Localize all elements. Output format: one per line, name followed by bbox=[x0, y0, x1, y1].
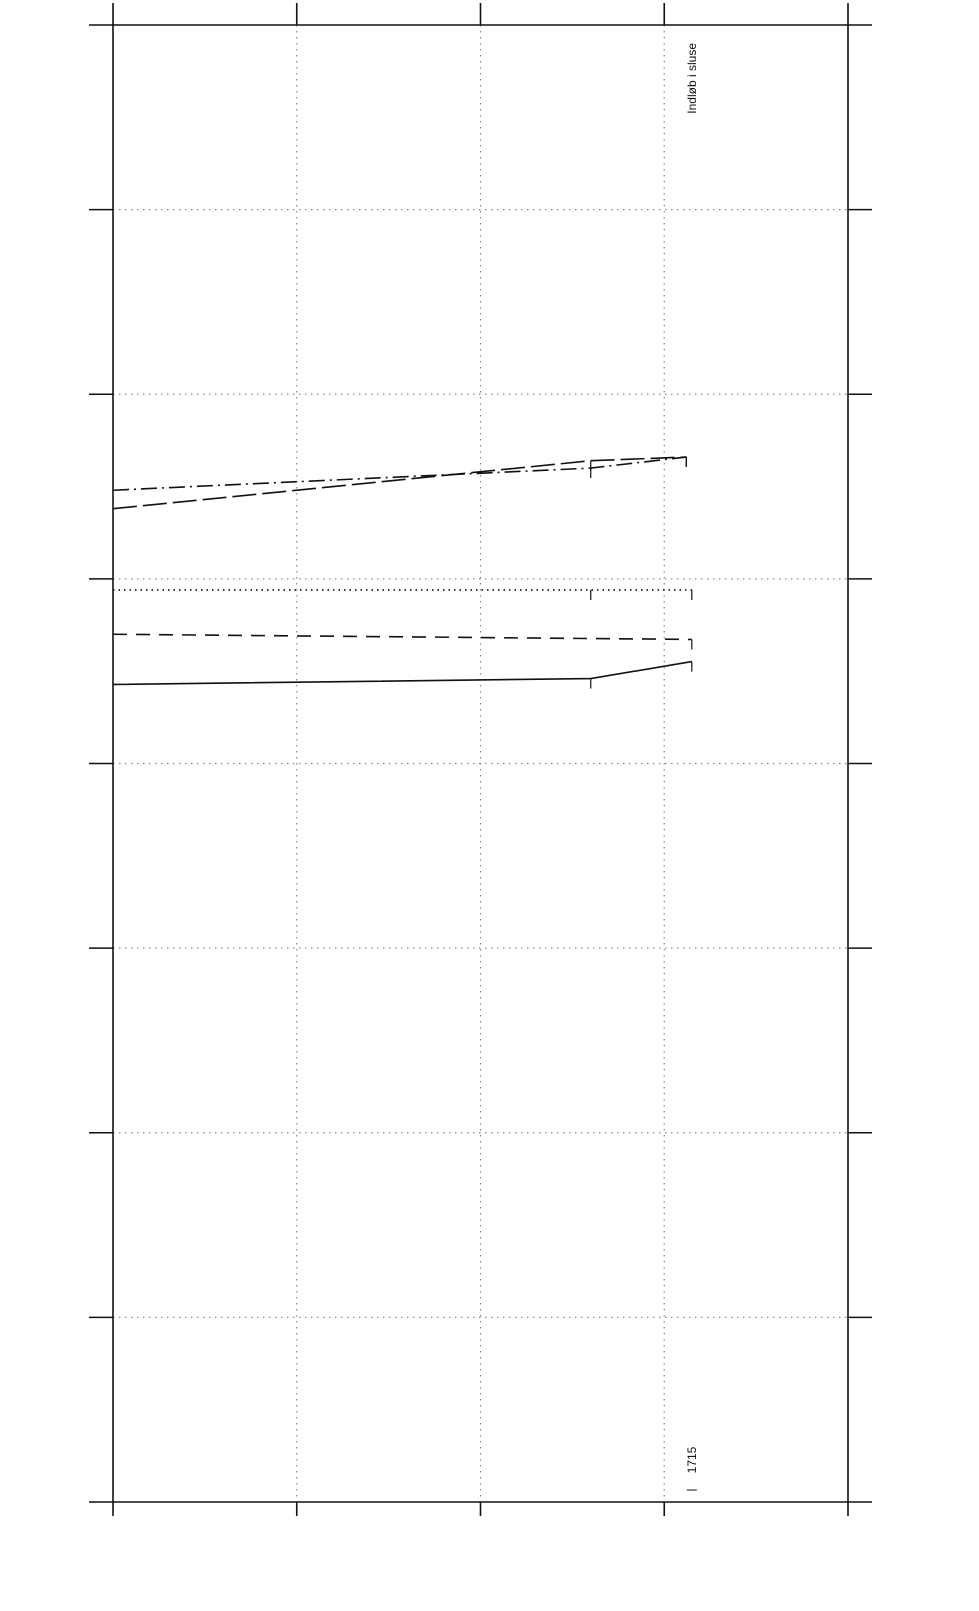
annotation-station-1715: 1715 bbox=[685, 1446, 699, 1473]
annotation-indlob-i-sluse: Indløb i sluse bbox=[685, 43, 699, 114]
grid-lines bbox=[113, 25, 848, 1502]
tick-marks bbox=[89, 3, 872, 1516]
annotations: Indløb i sluse 1715 bbox=[685, 43, 699, 1491]
series-lines bbox=[112, 456, 693, 689]
series-line-long-dash bbox=[112, 456, 687, 510]
series-line-dash-dot bbox=[112, 456, 687, 492]
series-line-solid bbox=[112, 660, 692, 686]
series-line-dashed bbox=[112, 633, 692, 641]
